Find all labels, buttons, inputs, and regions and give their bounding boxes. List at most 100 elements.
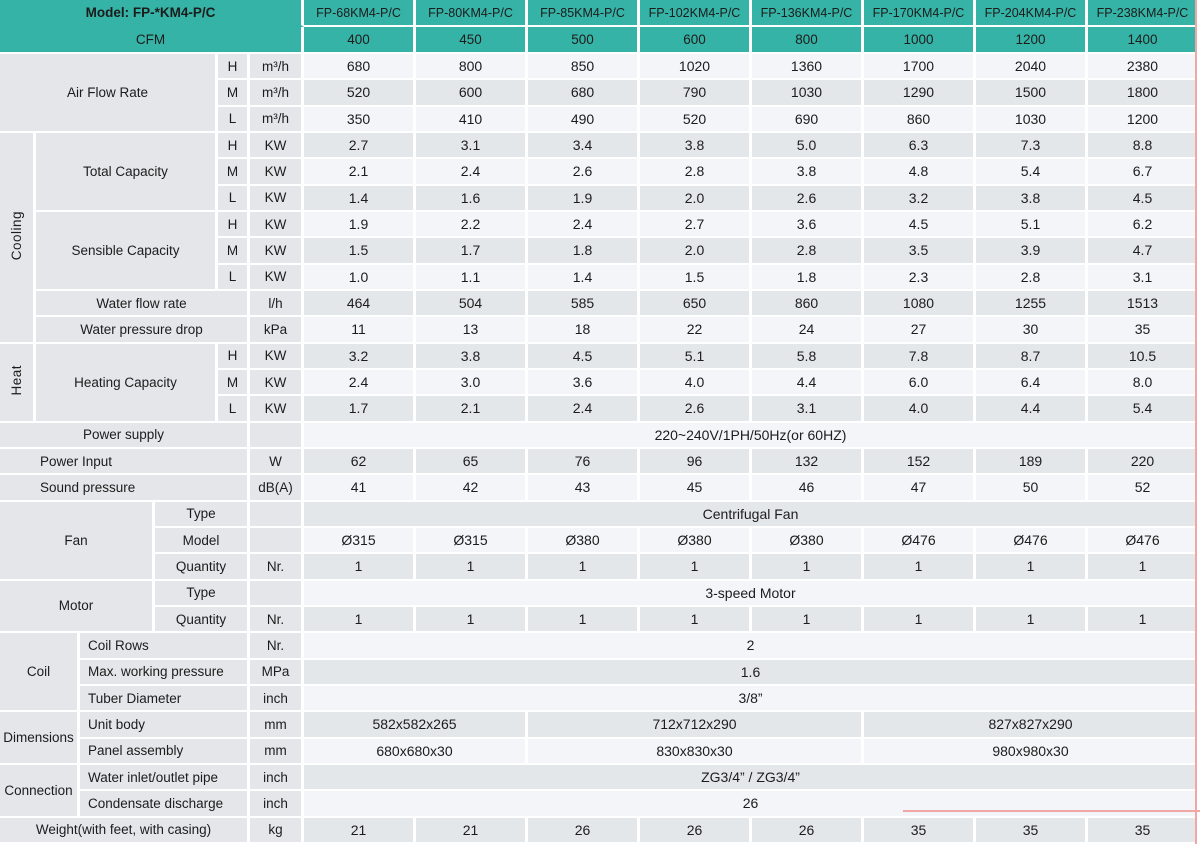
- speed-level-cell: L: [218, 106, 250, 133]
- data-cell: 3.5: [864, 238, 976, 265]
- cfm-value-cell: 400: [304, 27, 416, 54]
- data-cell: 2.2: [416, 211, 528, 239]
- data-cell: Ø315: [416, 527, 528, 555]
- unit-cell: KW: [250, 211, 304, 239]
- data-cell: 35: [1088, 817, 1200, 844]
- row-label-power-input: Power Input: [0, 448, 250, 476]
- unit-cell: [250, 501, 304, 528]
- data-cell: 650: [640, 290, 752, 318]
- group-label-motor: Motor: [0, 580, 155, 634]
- group-label-cooling: Cooling: [0, 132, 36, 344]
- merged-value-cell: Centrifugal Fan: [304, 501, 1200, 528]
- group-label-coil: Coil: [0, 633, 80, 713]
- data-cell: 1: [640, 606, 752, 634]
- data-cell: 5.0: [752, 132, 864, 160]
- data-cell: 4.4: [976, 396, 1088, 423]
- data-cell: 600: [416, 80, 528, 107]
- data-cell: 1.7: [416, 238, 528, 265]
- data-cell: 4.4: [752, 369, 864, 397]
- unit-cell: m³/h: [250, 80, 304, 107]
- row-label-water-pipe: Water inlet/outlet pipe: [80, 764, 250, 792]
- speed-level-cell: M: [218, 238, 250, 265]
- data-cell: 1500: [976, 80, 1088, 107]
- data-cell: 3.8: [752, 159, 864, 186]
- data-cell: 520: [640, 106, 752, 133]
- data-cell: 410: [416, 106, 528, 133]
- data-cell: Ø380: [528, 527, 640, 555]
- speed-level-cell: M: [218, 80, 250, 107]
- unit-cell: [250, 527, 304, 555]
- data-cell: 1: [752, 606, 864, 634]
- data-cell: 680: [304, 54, 416, 81]
- data-cell: 1.4: [304, 185, 416, 212]
- cfm-value-cell: 1200: [976, 27, 1088, 54]
- data-cell: 1360: [752, 54, 864, 81]
- model-column-header: FP-102KM4-P/C: [640, 0, 752, 27]
- unit-cell: [250, 422, 304, 449]
- data-cell: 189: [976, 448, 1088, 476]
- data-cell: 4.0: [640, 369, 752, 397]
- data-cell: 6.2: [1088, 211, 1200, 239]
- unit-cell: kPa: [250, 317, 304, 344]
- data-cell: 4.7: [1088, 238, 1200, 265]
- data-cell: 1.5: [304, 238, 416, 265]
- data-cell: 46: [752, 475, 864, 502]
- row-label-motor-type: Type: [155, 580, 250, 607]
- data-cell: 1: [528, 554, 640, 581]
- unit-cell: m³/h: [250, 106, 304, 133]
- unit-cell: KW: [250, 132, 304, 160]
- data-cell: 2.6: [528, 159, 640, 186]
- group-label-connection: Connection: [0, 764, 80, 818]
- data-cell: 35: [976, 817, 1088, 844]
- speed-level-cell: L: [218, 396, 250, 423]
- group-label-fan: Fan: [0, 501, 155, 581]
- data-cell: 800: [416, 54, 528, 81]
- row-label-unit-body: Unit body: [80, 712, 250, 739]
- data-cell: 2.6: [640, 396, 752, 423]
- data-cell: 860: [864, 106, 976, 133]
- model-title-cell: Model: FP-*KM4-P/C: [0, 0, 304, 27]
- data-cell: 464: [304, 290, 416, 318]
- data-cell: 2.4: [304, 369, 416, 397]
- merged-value-cell: 830x830x30: [528, 738, 864, 765]
- data-cell: 18: [528, 317, 640, 344]
- data-cell: 2380: [1088, 54, 1200, 81]
- data-cell: Ø380: [752, 527, 864, 555]
- data-cell: 1.1: [416, 264, 528, 291]
- data-cell: 3.8: [976, 185, 1088, 212]
- data-cell: 1.4: [528, 264, 640, 291]
- data-cell: 1: [976, 606, 1088, 634]
- unit-cell: m³/h: [250, 54, 304, 81]
- data-cell: 3.6: [528, 369, 640, 397]
- model-column-header: FP-170KM4-P/C: [864, 0, 976, 27]
- merged-value-cell: 220~240V/1PH/50Hz(or 60HZ): [304, 422, 1200, 449]
- speed-level-cell: L: [218, 264, 250, 291]
- data-cell: 45: [640, 475, 752, 502]
- data-cell: 3.0: [416, 369, 528, 397]
- row-label-water-flow-rate: Water flow rate: [36, 290, 250, 318]
- cfm-label-cell: CFM: [0, 27, 304, 54]
- unit-cell: KW: [250, 343, 304, 370]
- unit-cell: mm: [250, 712, 304, 739]
- row-label-fan-type: Type: [155, 501, 250, 528]
- speed-level-cell: H: [218, 343, 250, 370]
- row-label-total-capacity: Total Capacity: [36, 132, 218, 212]
- data-cell: Ø380: [640, 527, 752, 555]
- cfm-value-cell: 1000: [864, 27, 976, 54]
- speed-level-cell: M: [218, 159, 250, 186]
- data-cell: 860: [752, 290, 864, 318]
- data-cell: 27: [864, 317, 976, 344]
- data-cell: 1.5: [640, 264, 752, 291]
- data-cell: 3.2: [304, 343, 416, 370]
- cfm-value-cell: 1400: [1088, 27, 1200, 54]
- data-cell: 220: [1088, 448, 1200, 476]
- merged-value-cell: 3-speed Motor: [304, 580, 1200, 607]
- data-cell: 5.1: [976, 211, 1088, 239]
- data-cell: 42: [416, 475, 528, 502]
- unit-cell: KW: [250, 185, 304, 212]
- data-cell: 24: [752, 317, 864, 344]
- data-cell: 585: [528, 290, 640, 318]
- data-cell: 3.6: [752, 211, 864, 239]
- group-label-dimensions: Dimensions: [0, 712, 80, 765]
- row-label-coil-rows: Coil Rows: [80, 633, 250, 660]
